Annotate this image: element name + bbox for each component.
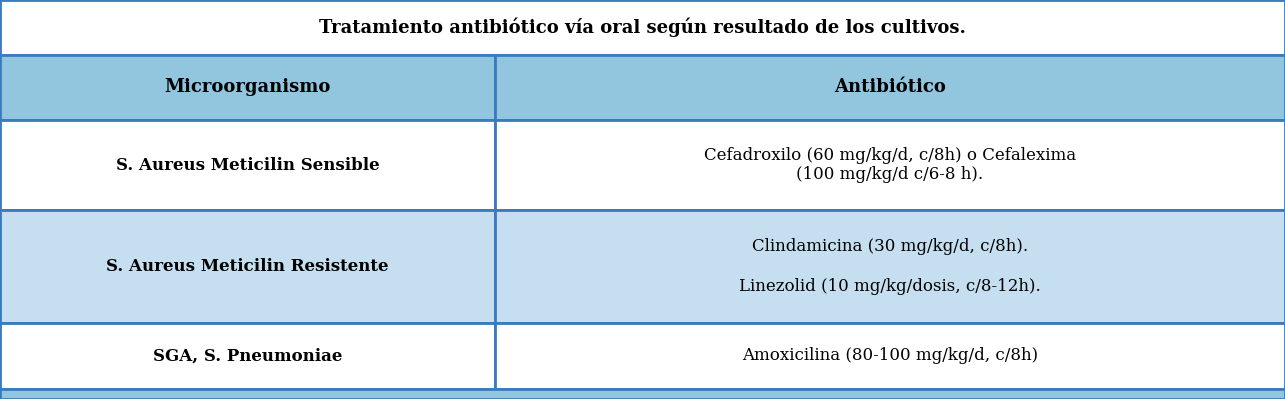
Text: S. Aureus Meticilin Sensible: S. Aureus Meticilin Sensible [116, 156, 379, 174]
Bar [0, 323, 495, 389]
Bar [495, 120, 1285, 210]
Bar [0, 0, 1285, 55]
Text: S. Aureus Meticilin Resistente: S. Aureus Meticilin Resistente [107, 258, 388, 275]
Text: Microorganismo: Microorganismo [164, 79, 330, 97]
Bar [495, 55, 1285, 120]
Text: Amoxicilina (80-100 mg/kg/d, c/8h): Amoxicilina (80-100 mg/kg/d, c/8h) [741, 348, 1038, 365]
Bar [495, 323, 1285, 389]
Bar [495, 210, 1285, 323]
Bar [0, 120, 495, 210]
Text: Clindamicina (30 mg/kg/d, c/8h).

Linezolid (10 mg/kg/dosis, c/8-12h).: Clindamicina (30 mg/kg/d, c/8h). Linezol… [739, 238, 1041, 294]
Text: SGA, S. Pneumoniae: SGA, S. Pneumoniae [153, 348, 342, 365]
Bar [0, 55, 495, 120]
Bar [0, 210, 495, 323]
Text: Tratamiento antibiótico vía oral según resultado de los cultivos.: Tratamiento antibiótico vía oral según r… [319, 18, 966, 37]
Bar [0, 389, 1285, 399]
Text: Cefadroxilo (60 mg/kg/d, c/8h) o Cefalexima
(100 mg/kg/d c/6-8 h).: Cefadroxilo (60 mg/kg/d, c/8h) o Cefalex… [704, 147, 1076, 183]
Text: Antibiótico: Antibiótico [834, 79, 946, 97]
